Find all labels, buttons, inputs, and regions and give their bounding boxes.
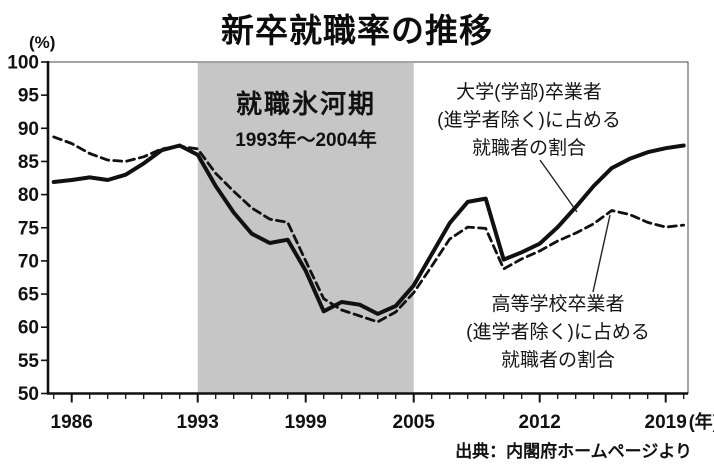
x-tick-label: 2012 [519,412,561,433]
y-tick-label: 80 [18,185,39,206]
annotation-university-line1: 大学(学部)卒業者 [456,82,602,103]
annotation-highschool-line3: 就職者の割合 [500,350,615,371]
y-tick-label: 85 [18,152,40,173]
ice-age-band [197,63,414,393]
source-caption: 出典：内閣府ホームページより [455,442,692,461]
y-tick-label: 100 [7,53,39,74]
leader-university [539,159,578,213]
chart-title: 新卒就職率の推移 [221,12,493,49]
annotation-highschool-line2: (進学者除く)に占める [466,322,650,343]
y-tick-label: 95 [18,86,40,107]
x-tick-label: 2005 [393,412,436,433]
y-tick-label: 60 [18,318,39,339]
y-tick-label: 70 [18,251,39,272]
y-tick-label: 50 [18,384,39,405]
annotation-highschool: 高等学校卒業者 (進学者除く)に占める 就職者の割合 [455,291,661,375]
y-tick-label: 75 [18,218,40,239]
x-tick-label: 1993 [177,412,219,433]
series-university-line [51,143,686,316]
annotation-highschool-line1: 高等学校卒業者 [491,294,625,315]
x-tick-label: 1986 [51,412,93,433]
ice-age-band-title: 就職氷河期 [235,89,376,119]
annotation-university-line2: (進学者除く)に占める [437,110,621,131]
annotation-university: 大学(学部)卒業者 (進学者除く)に占める 就職者の割合 [426,79,632,163]
leader-highschool [592,214,611,293]
ice-age-band-years: 1993年〜2004年 [235,130,377,151]
x-tick-label: 2019 [645,412,687,433]
y-tick-label: 55 [18,351,40,372]
y-tick-label: 65 [18,285,40,306]
x-axis-unit-label: (年) [689,411,714,432]
y-axis-unit-label: (%) [29,33,56,52]
y-tick-label: 90 [18,119,39,140]
x-tick-label: 1999 [285,412,327,433]
annotation-university-line3: 就職者の割合 [471,138,586,159]
ice-age-band-label: 就職氷河期 1993年〜2004年 [198,84,414,152]
